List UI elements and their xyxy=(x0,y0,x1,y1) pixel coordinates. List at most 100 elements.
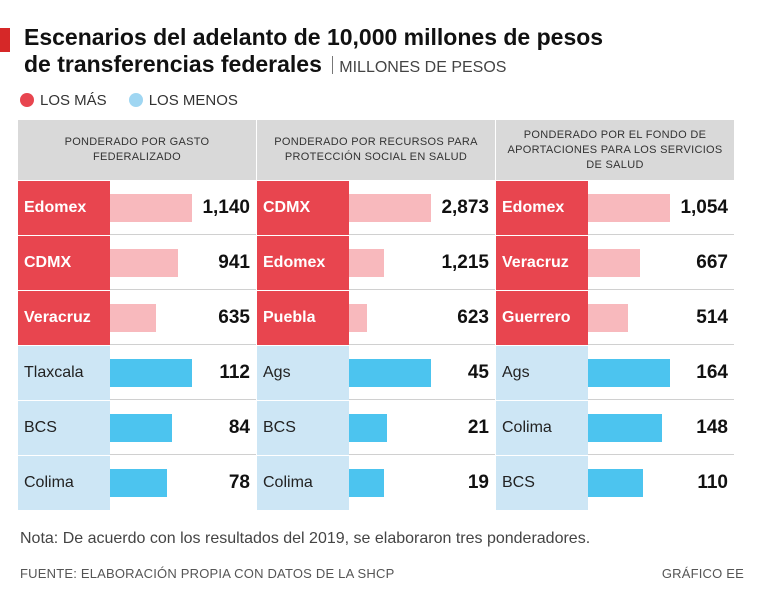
units-separator xyxy=(332,56,334,74)
value-label: 45 xyxy=(467,361,489,383)
value-label: 21 xyxy=(467,416,489,438)
footnote: Nota: De acuerdo con los resultados del … xyxy=(20,530,591,547)
legend-dot-menos xyxy=(128,93,143,107)
bar-row-mas: Veracruz 667 xyxy=(496,235,734,290)
units-label: MILLONES DE PESOS xyxy=(328,56,507,76)
bar-row-menos: BCS 21 xyxy=(257,400,495,455)
value-label: 623 xyxy=(457,306,489,328)
category-label: Ags xyxy=(257,346,349,400)
category-label: CDMX xyxy=(257,181,349,235)
panel-3: PONDERADO POR EL FONDO DE APORTACIONES P… xyxy=(496,120,734,512)
category-label: BCS xyxy=(496,456,588,510)
value-label: 148 xyxy=(696,416,728,438)
bar-track: 1,215 xyxy=(349,236,495,290)
bar-row-mas: Edomex 1,054 xyxy=(496,180,734,235)
bar xyxy=(110,469,167,497)
chart-title: Escenarios del adelanto de 10,000 millon… xyxy=(24,24,754,81)
bar xyxy=(588,194,670,222)
bar-track: 1,054 xyxy=(588,181,734,235)
bar xyxy=(349,194,431,222)
value-label: 667 xyxy=(696,251,728,273)
bar xyxy=(110,194,192,222)
title-line-1: Escenarios del adelanto de 10,000 millon… xyxy=(24,24,604,50)
bar-row-mas: Edomex 1,140 xyxy=(18,180,256,235)
value-label: 112 xyxy=(219,361,250,383)
value-label: 1,215 xyxy=(441,251,489,273)
bar-track: 941 xyxy=(110,236,256,290)
value-label: 635 xyxy=(218,306,250,328)
bar-row-menos: Tlaxcala 112 xyxy=(18,345,256,400)
bar-track: 635 xyxy=(110,291,256,345)
value-label: 78 xyxy=(228,472,250,493)
category-label: Edomex xyxy=(496,181,588,235)
bar-row-mas: Guerrero 514 xyxy=(496,290,734,345)
panel-header: PONDERADO POR EL FONDO DE APORTACIONES P… xyxy=(496,120,734,180)
panel-2: PONDERADO POR RECURSOS PARA PROTECCIÓN S… xyxy=(257,120,495,512)
legend-label-mas: LOS MÁS xyxy=(40,91,107,109)
bar xyxy=(349,249,384,277)
legend-dot-mas xyxy=(20,93,34,107)
category-label: BCS xyxy=(257,401,349,455)
bar-track: 623 xyxy=(349,291,495,345)
bar xyxy=(588,304,628,332)
category-label: BCS xyxy=(18,401,110,455)
value-label: 19 xyxy=(467,472,489,493)
bar-row-menos: Ags 164 xyxy=(496,345,734,400)
category-label: Colima xyxy=(496,401,588,455)
legend-item-mas: LOS MÁS xyxy=(20,92,107,109)
value-label: 164 xyxy=(696,361,728,383)
legend-label-menos: LOS MENOS xyxy=(148,91,238,109)
bar-track: 84 xyxy=(110,401,256,455)
bar-row-mas: Edomex 1,215 xyxy=(257,235,495,290)
bar xyxy=(588,414,662,442)
category-label: Guerrero xyxy=(496,291,588,345)
category-label: CDMX xyxy=(18,236,110,290)
bar-track: 78 xyxy=(110,456,256,510)
bar-track: 19 xyxy=(349,456,495,510)
category-label: Edomex xyxy=(18,181,110,235)
bar-track: 2,873 xyxy=(349,181,495,235)
category-label: Veracruz xyxy=(18,291,110,345)
bar xyxy=(588,469,643,497)
value-label: 941 xyxy=(218,251,250,273)
value-label: 84 xyxy=(228,416,250,438)
panel-header: PONDERADO POR GASTO FEDERALIZADO xyxy=(18,120,256,180)
category-label: Ags xyxy=(496,346,588,400)
title-accent-bar xyxy=(0,28,10,52)
bar-row-mas: CDMX 2,873 xyxy=(257,180,495,235)
credit-text: GRÁFICO EE xyxy=(661,566,744,581)
bar-track: 21 xyxy=(349,401,495,455)
legend-item-menos: LOS MENOS xyxy=(128,91,238,109)
source-text: FUENTE: ELABORACIÓN PROPIA CON DATOS DE … xyxy=(20,566,395,581)
bar-track: 514 xyxy=(588,291,734,345)
value-label: 1,140 xyxy=(202,196,250,218)
units-text: MILLONES DE PESOS xyxy=(339,59,507,76)
title-line-2: de transferencias federales MILLONES DE … xyxy=(24,51,754,81)
bar-row-menos: Colima 148 xyxy=(496,400,734,455)
bar xyxy=(588,249,640,277)
category-label: Tlaxcala xyxy=(18,346,110,400)
legend: LOS MÁS LOS MENOS xyxy=(20,90,260,110)
value-label: 514 xyxy=(696,306,728,328)
bar-track: 667 xyxy=(588,236,734,290)
title-line-2-text: de transferencias federales xyxy=(24,51,322,77)
panel-1: PONDERADO POR GASTO FEDERALIZADO Edomex 1,… xyxy=(18,120,256,512)
bar xyxy=(588,359,670,387)
bar-track: 164 xyxy=(588,346,734,400)
bar-track: 148 xyxy=(588,401,734,455)
panel-header: PONDERADO POR RECURSOS PARA PROTECCIÓN S… xyxy=(257,120,495,180)
bar xyxy=(110,249,178,277)
bar-row-mas: CDMX 941 xyxy=(18,235,256,290)
category-label: Puebla xyxy=(257,291,349,345)
category-label: Colima xyxy=(257,456,349,510)
value-label: 2,873 xyxy=(441,196,489,218)
value-label: 1,054 xyxy=(680,196,728,218)
bar-row-menos: BCS 110 xyxy=(496,455,734,510)
bar-row-menos: BCS 84 xyxy=(18,400,256,455)
bar xyxy=(110,304,156,332)
bar-row-menos: Colima 19 xyxy=(257,455,495,510)
value-label: 110 xyxy=(697,472,728,493)
bar xyxy=(349,469,384,497)
bar xyxy=(349,414,387,442)
bar xyxy=(349,304,367,332)
